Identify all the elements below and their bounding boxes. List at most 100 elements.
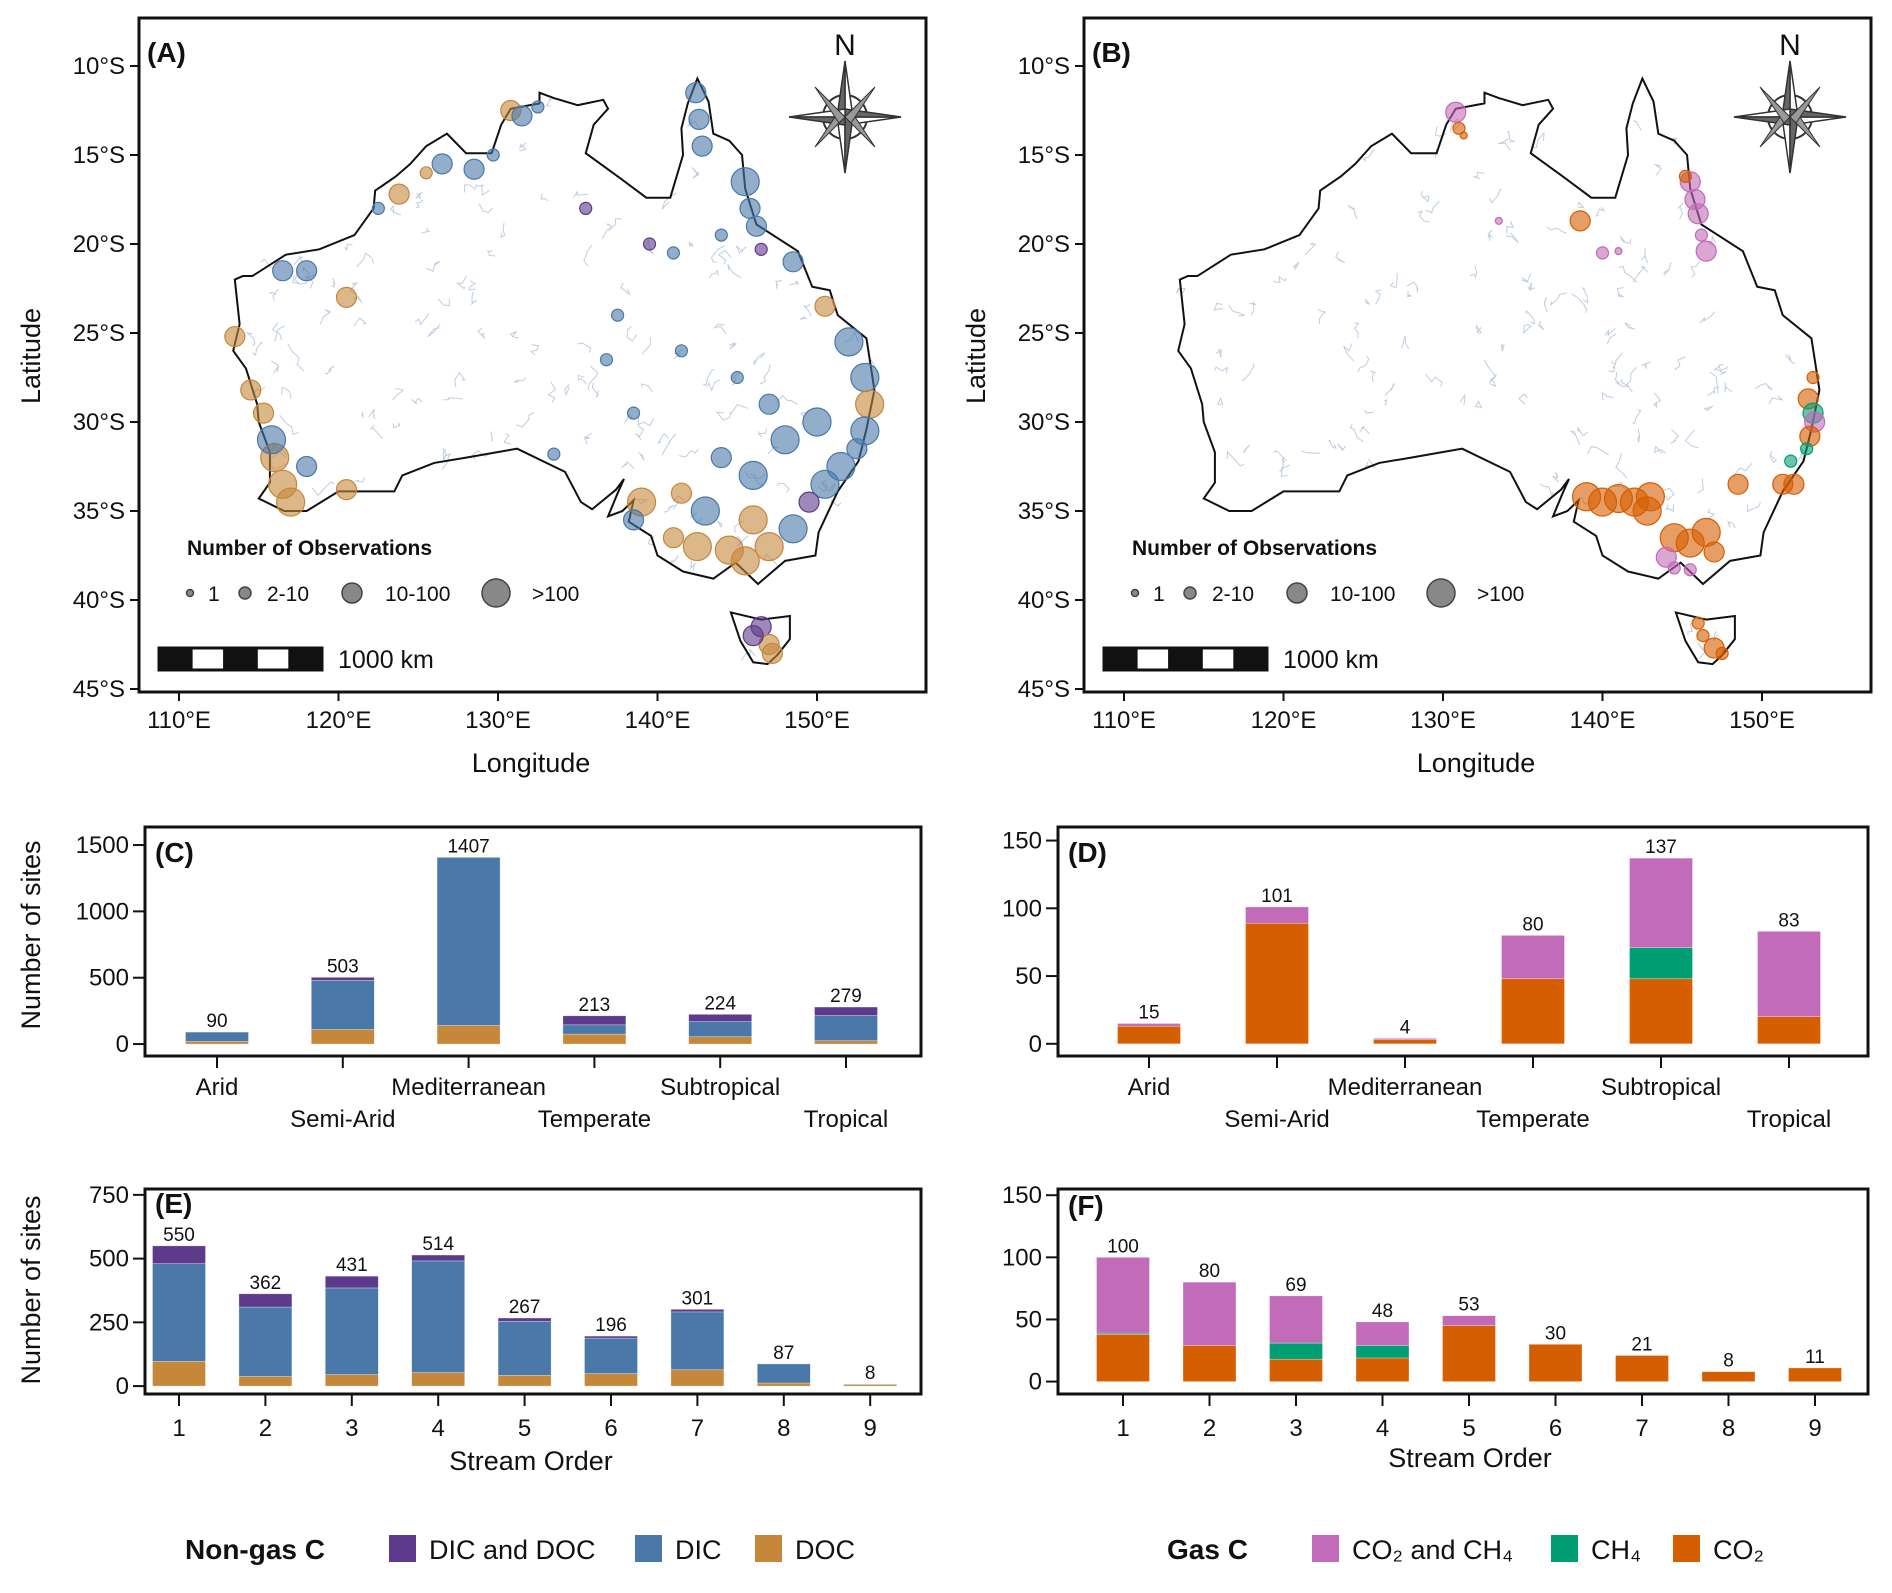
- river-line: [1702, 508, 1716, 520]
- x-tick-label: Semi-Arid: [290, 1106, 395, 1133]
- river-line: [1349, 423, 1364, 443]
- observation-point: [834, 327, 864, 357]
- river-line: [712, 323, 727, 335]
- observation-point: [511, 105, 533, 127]
- river-line: [1506, 221, 1515, 234]
- x-tick-label: 8: [777, 1415, 790, 1442]
- scale-bar-segment: [288, 647, 323, 671]
- chart-frame: [1056, 825, 1870, 1058]
- river-line: [331, 278, 336, 288]
- y-tick-label: 500: [89, 965, 129, 992]
- bar-segment-doc: [411, 1372, 466, 1387]
- river-line: [1176, 287, 1186, 296]
- observation-point: [691, 135, 713, 157]
- river-line: [757, 428, 768, 438]
- river-line: [393, 422, 401, 429]
- bar-segment-doc: [436, 1025, 501, 1045]
- chart-frame: [143, 825, 923, 1058]
- observation-point: [335, 286, 358, 308]
- australia-coastline: [1177, 75, 1821, 586]
- river-line: [1641, 248, 1649, 264]
- y-tick-label: 150: [1002, 828, 1042, 855]
- x-tick-label: Mediterranean: [391, 1074, 546, 1101]
- river-line: [437, 298, 450, 307]
- legend-swatch: [389, 1535, 416, 1562]
- observation-point: [1687, 203, 1709, 225]
- y-tick-label: 250: [89, 1309, 129, 1336]
- bar-segment-co-and-ch-: [1355, 1321, 1410, 1346]
- legend-label: DOC: [795, 1535, 855, 1565]
- river-line: [1317, 309, 1327, 325]
- river-line: [587, 365, 599, 391]
- river-line: [1699, 311, 1716, 324]
- river-line: [1624, 322, 1636, 330]
- bar-segment-co-: [1117, 1025, 1181, 1045]
- river-line: [608, 218, 622, 232]
- x-tick-label: 140°E: [1570, 707, 1636, 734]
- bar-segment-dic-and-doc: [310, 977, 375, 981]
- river-line: [1663, 262, 1672, 276]
- observation-point: [739, 197, 761, 219]
- x-axis-label: Stream Order: [1388, 1443, 1552, 1473]
- river-line: [1273, 450, 1288, 462]
- bar-segment-dic: [756, 1363, 811, 1384]
- y-tick-label: 35°S: [73, 498, 125, 525]
- river-line: [1384, 383, 1396, 396]
- panel-label: (C): [155, 837, 194, 868]
- river-line: [344, 243, 353, 252]
- australia-coastline: [232, 75, 876, 586]
- y-tick-label: 45°S: [73, 676, 125, 703]
- river-line: [635, 425, 645, 441]
- river-line: [1577, 201, 1585, 209]
- x-tick-label: Arid: [196, 1074, 239, 1101]
- legend-gas-c: Gas C CO₂ and CH₄ CH₄ CO₂: [1167, 1534, 1764, 1565]
- river-line: [1521, 273, 1532, 283]
- river-line: [775, 394, 799, 405]
- river-line: [1671, 137, 1678, 145]
- bar-segment-dic: [814, 1015, 878, 1042]
- river-line: [601, 223, 613, 239]
- river-line: [1690, 260, 1701, 278]
- river-line: [1539, 483, 1554, 497]
- north-label: N: [1779, 29, 1801, 62]
- observation-point: [1784, 454, 1798, 468]
- river-line: [1654, 163, 1662, 176]
- river-line: [702, 368, 715, 387]
- river-line: [1769, 450, 1778, 464]
- observation-point: [738, 460, 768, 490]
- observation-point: [670, 482, 693, 504]
- x-axis-label: Stream Order: [449, 1446, 613, 1476]
- observation-point: [224, 325, 246, 348]
- size-legend-title: Number of Observations: [1132, 537, 1377, 560]
- observation-point: [463, 158, 485, 180]
- river-line: [1213, 302, 1224, 312]
- map-frame: [137, 16, 928, 694]
- y-tick-label: 0: [116, 1031, 129, 1058]
- river-line: [1587, 445, 1610, 456]
- bar-segment-co-and-ch-: [1757, 931, 1821, 1018]
- river-line: [621, 461, 635, 470]
- river-line: [730, 403, 749, 415]
- scale-bar-segment: [255, 647, 291, 671]
- river-line: [1506, 232, 1519, 244]
- size-legend-label: 10-100: [1330, 583, 1395, 606]
- river-line: [577, 374, 587, 385]
- observation-point: [1772, 473, 1794, 495]
- bar-segment-dic: [670, 1311, 725, 1371]
- river-line: [620, 282, 631, 296]
- observation-point: [256, 425, 287, 455]
- river-line: [1637, 428, 1641, 443]
- bar-total-label: 30: [1545, 1323, 1566, 1344]
- river-line: [1632, 266, 1649, 283]
- x-tick-label: 3: [345, 1415, 358, 1442]
- river-line: [293, 256, 304, 265]
- river-line: [1608, 364, 1616, 373]
- observation-point: [335, 479, 358, 501]
- river-line: [1337, 443, 1347, 452]
- river-line: [530, 344, 540, 356]
- bar-total-label: 224: [704, 993, 736, 1014]
- y-tick-label: 40°S: [73, 587, 125, 614]
- x-tick-label: 6: [1549, 1415, 1562, 1442]
- river-line: [1665, 504, 1675, 513]
- scale-bar-label: 1000 km: [338, 646, 434, 674]
